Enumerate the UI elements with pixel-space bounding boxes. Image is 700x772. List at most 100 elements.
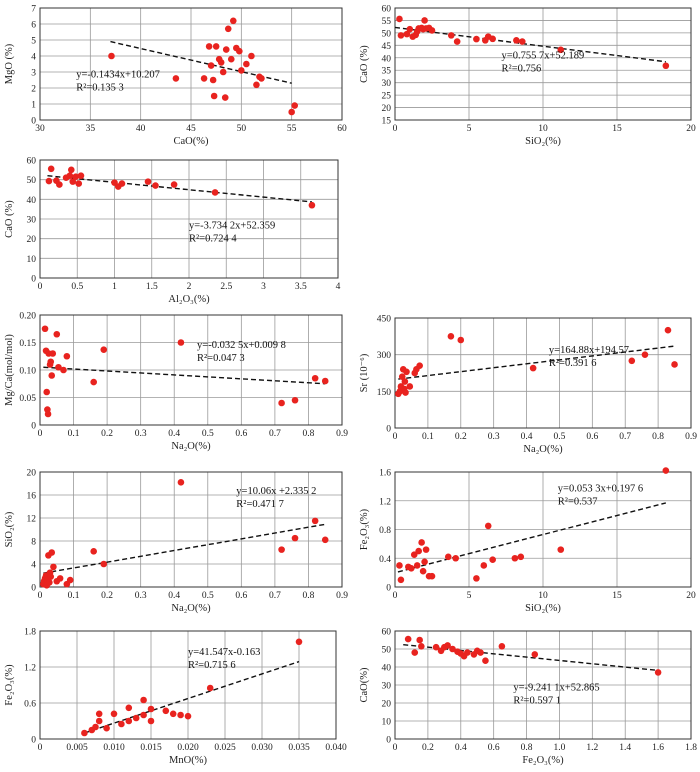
r-squared-label: R²=0.135 3 — [76, 82, 124, 93]
r-squared-label: R²=0.597 1 — [513, 695, 561, 706]
data-point — [66, 576, 74, 584]
x-tick-label: 5 — [467, 124, 472, 134]
data-point — [47, 573, 55, 580]
plot-area — [394, 471, 692, 588]
r-squared-label: R²=0.715 6 — [188, 660, 236, 671]
x-tick-label: 5 — [467, 591, 472, 601]
x-tick-label: 0 — [38, 743, 43, 753]
data-point — [144, 178, 152, 185]
data-point — [100, 560, 108, 568]
plot-area — [39, 314, 343, 426]
y-tick-label: 7 — [31, 5, 36, 15]
data-point — [396, 15, 403, 23]
x-tick-label: 55 — [287, 124, 297, 134]
data-point — [447, 333, 455, 340]
data-point — [60, 366, 67, 374]
data-point — [449, 645, 456, 653]
data-point — [421, 17, 428, 24]
y-tick-label: 30 — [27, 216, 37, 226]
y-axis-label: Fe₂O₃(%) — [4, 664, 15, 706]
data-point — [278, 399, 285, 407]
x-tick-label: 1.6 — [652, 743, 664, 753]
x-axis-label: Na₂O(%) — [523, 444, 563, 455]
y-tick-label: 0 — [386, 425, 391, 435]
data-point — [419, 567, 427, 575]
y-tick-label: 0.6 — [24, 700, 36, 710]
x-tick-label: 15 — [612, 124, 622, 134]
data-point — [177, 711, 184, 719]
data-point — [473, 575, 480, 582]
y-tick-label: 60 — [27, 157, 37, 167]
y-tick-label: 20 — [27, 469, 37, 479]
data-point — [125, 717, 133, 725]
y-tick-label: 20 — [382, 700, 392, 710]
x-tick-label: 0.040 — [325, 743, 347, 753]
y-axis-label: MgO (%) — [4, 43, 15, 84]
data-point — [291, 102, 298, 109]
regression-equation: y=-9.241 1x+52.865 — [513, 682, 599, 693]
data-point — [90, 378, 97, 386]
data-point — [100, 346, 108, 353]
y-tick-label: 20 — [27, 235, 37, 245]
y-tick-label: 4 — [31, 53, 36, 63]
y-tick-label: 300 — [377, 351, 392, 361]
y-tick-label: 0 — [386, 584, 391, 594]
regression-equation: y=164.88x+194.57 — [549, 345, 629, 356]
data-point — [662, 467, 670, 474]
data-point — [43, 388, 51, 396]
regression-equation: y=0.755 7x+52.189 — [502, 50, 585, 61]
x-tick-label: 0.025 — [214, 743, 236, 753]
x-tick-label: 0.035 — [288, 743, 310, 753]
y-tick-label: 40 — [382, 664, 392, 674]
data-point — [253, 81, 260, 89]
y-tick-label: 30 — [382, 682, 392, 692]
y-tick-label: 150 — [377, 388, 392, 398]
data-point — [444, 553, 452, 561]
data-point — [477, 649, 484, 656]
data-point — [396, 562, 403, 569]
x-tick-label: 35 — [86, 124, 96, 134]
x-tick-label: 0.5 — [202, 429, 214, 439]
data-point — [453, 38, 461, 45]
y-axis-label: Mg/Ca(mol/mol) — [4, 334, 15, 406]
y-tick-label: 50 — [382, 29, 392, 39]
data-point — [140, 696, 147, 704]
data-point — [401, 378, 409, 385]
data-point — [67, 166, 75, 174]
x-tick-label: 0.2 — [101, 591, 113, 601]
data-point — [248, 52, 255, 60]
y-tick-label: 10 — [382, 718, 392, 728]
trend-line — [398, 345, 675, 380]
data-point — [110, 710, 118, 718]
x-tick-label: 0.020 — [177, 743, 199, 753]
r-squared-label: R²=0.724 4 — [189, 233, 237, 244]
chart-panel-7: 0 0.2 0.4 0.6 0.8 1.0 1.2 1.4 1.6 1.8 0 10 20 30 40 50 6… — [359, 628, 697, 767]
y-tick-label: 5 — [31, 37, 36, 47]
data-point — [44, 410, 52, 418]
x-tick-label: 0.5 — [71, 282, 83, 292]
r-squared-label: R²=0.756 — [502, 63, 542, 74]
data-point — [407, 565, 415, 572]
x-tick-label: 30 — [35, 124, 45, 134]
data-point — [404, 635, 412, 643]
data-point — [238, 67, 245, 74]
data-point — [41, 325, 49, 333]
plot-area — [39, 471, 343, 588]
x-tick-label: 10 — [538, 591, 548, 601]
y-tick-label: 3 — [31, 69, 36, 79]
x-tick-label: 2.5 — [220, 282, 232, 292]
data-point — [222, 46, 230, 53]
y-tick-label: 16 — [27, 492, 37, 502]
data-point — [81, 729, 88, 737]
data-point — [205, 43, 213, 50]
data-point — [184, 712, 192, 720]
data-point — [457, 336, 465, 344]
x-tick-label: 0.010 — [103, 743, 125, 753]
chart-panel-5: 0 0.1 0.2 0.3 0.4 0.5 0.6 0.7 0.8 0.9 0 4 8 12 16 20 Na₂… — [4, 469, 348, 615]
x-axis-label: Na₂O(%) — [171, 603, 211, 614]
y-tick-label: 0 — [31, 422, 36, 432]
x-tick-label: 0 — [38, 429, 43, 439]
x-tick-label: 4 — [336, 282, 341, 292]
data-point — [169, 710, 177, 718]
data-point — [321, 377, 329, 385]
